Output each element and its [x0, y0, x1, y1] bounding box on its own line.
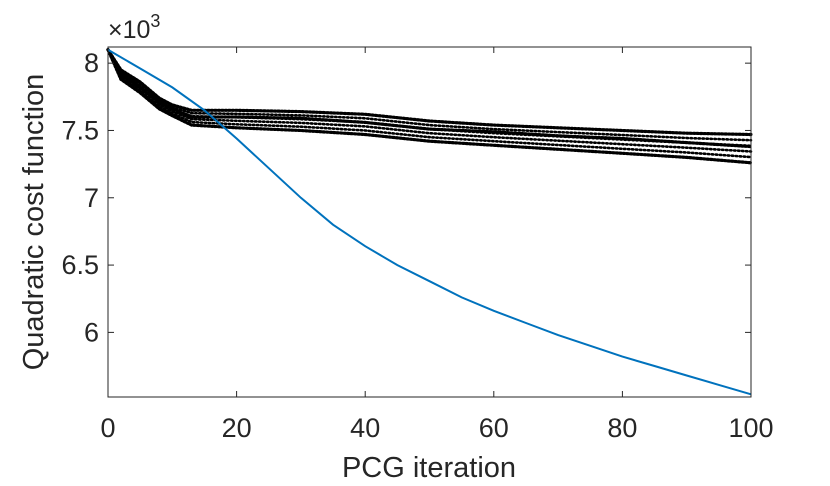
dotted-band-fill-line-3: [106, 48, 753, 153]
plot-area-frame: [107, 46, 752, 398]
dotted-series-line-1: [106, 48, 753, 137]
x-tick-label: 100: [728, 413, 773, 443]
y-tick-label: 6.5: [61, 250, 99, 280]
x-axis-ticks: 0 20 40 60 80 100: [100, 47, 774, 443]
y-tick-label: 7: [84, 183, 99, 213]
x-tick-label: 20: [222, 413, 252, 443]
y-tick-label: 7.5: [61, 115, 99, 145]
y-tick-label: 8: [84, 48, 99, 78]
y-tick-label: 6: [84, 317, 99, 347]
dotted-band-fill-line-4: [106, 48, 753, 159]
series-line-pcg: [107, 48, 752, 396]
y-multiplier-exponent: 3: [150, 11, 160, 31]
dotted-series-line-3: [106, 48, 753, 165]
y-multiplier-prefix: ×10: [108, 16, 150, 44]
x-tick-label: 80: [607, 413, 637, 443]
y-axis-multiplier: ×103: [108, 11, 160, 44]
x-axis-title: PCG iteration: [342, 452, 516, 484]
x-tick-label: 40: [350, 413, 380, 443]
dotted-band-series-group: [106, 48, 753, 165]
x-tick-label: 60: [479, 413, 509, 443]
dotted-band-fill-line-1: [106, 48, 753, 142]
x-tick-label: 0: [100, 413, 115, 443]
dotted-band-fill-line-2: [106, 48, 753, 148]
line-series-group: [107, 48, 752, 396]
y-axis-title: Quadratic cost function: [18, 74, 50, 371]
y-axis-ticks: 6 6.5 7 7.5 8: [61, 48, 751, 347]
